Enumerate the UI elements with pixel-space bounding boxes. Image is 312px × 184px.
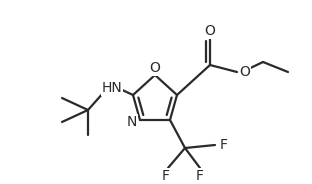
Text: HN: HN (102, 81, 122, 95)
Text: F: F (196, 169, 204, 183)
Text: O: O (149, 61, 160, 75)
Text: F: F (220, 138, 228, 152)
Text: F: F (162, 169, 170, 183)
Text: N: N (127, 115, 137, 129)
Text: O: O (240, 65, 251, 79)
Text: O: O (205, 24, 216, 38)
